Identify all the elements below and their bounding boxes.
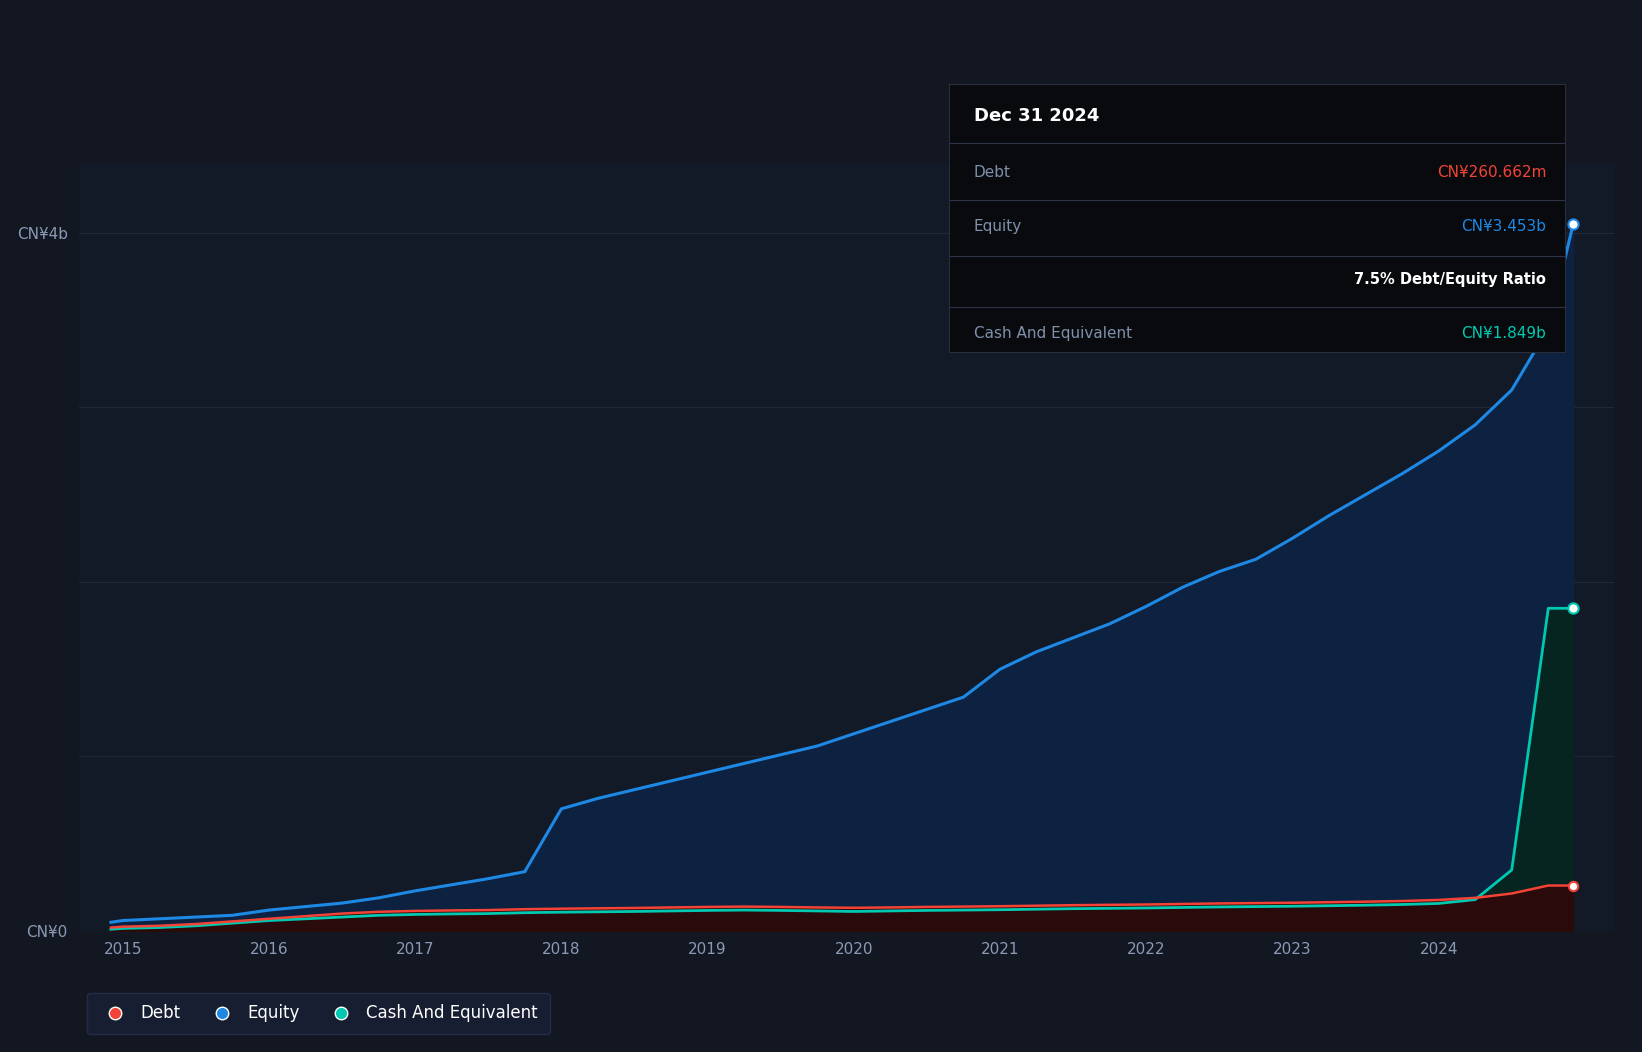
Point — [1560, 600, 1586, 616]
Text: CN¥260.662m: CN¥260.662m — [1437, 165, 1547, 180]
Text: Equity: Equity — [974, 219, 1021, 234]
Text: Debt: Debt — [974, 165, 1011, 180]
Text: CN¥3.453b: CN¥3.453b — [1461, 219, 1547, 234]
Text: CN¥1.849b: CN¥1.849b — [1461, 326, 1547, 341]
Point — [1560, 877, 1586, 894]
Text: Cash And Equivalent: Cash And Equivalent — [974, 326, 1131, 341]
Text: 7.5% Debt/Equity Ratio: 7.5% Debt/Equity Ratio — [1355, 272, 1547, 287]
Point — [1560, 216, 1586, 232]
Text: Dec 31 2024: Dec 31 2024 — [974, 107, 1098, 125]
Legend: Debt, Equity, Cash And Equivalent: Debt, Equity, Cash And Equivalent — [87, 993, 550, 1034]
